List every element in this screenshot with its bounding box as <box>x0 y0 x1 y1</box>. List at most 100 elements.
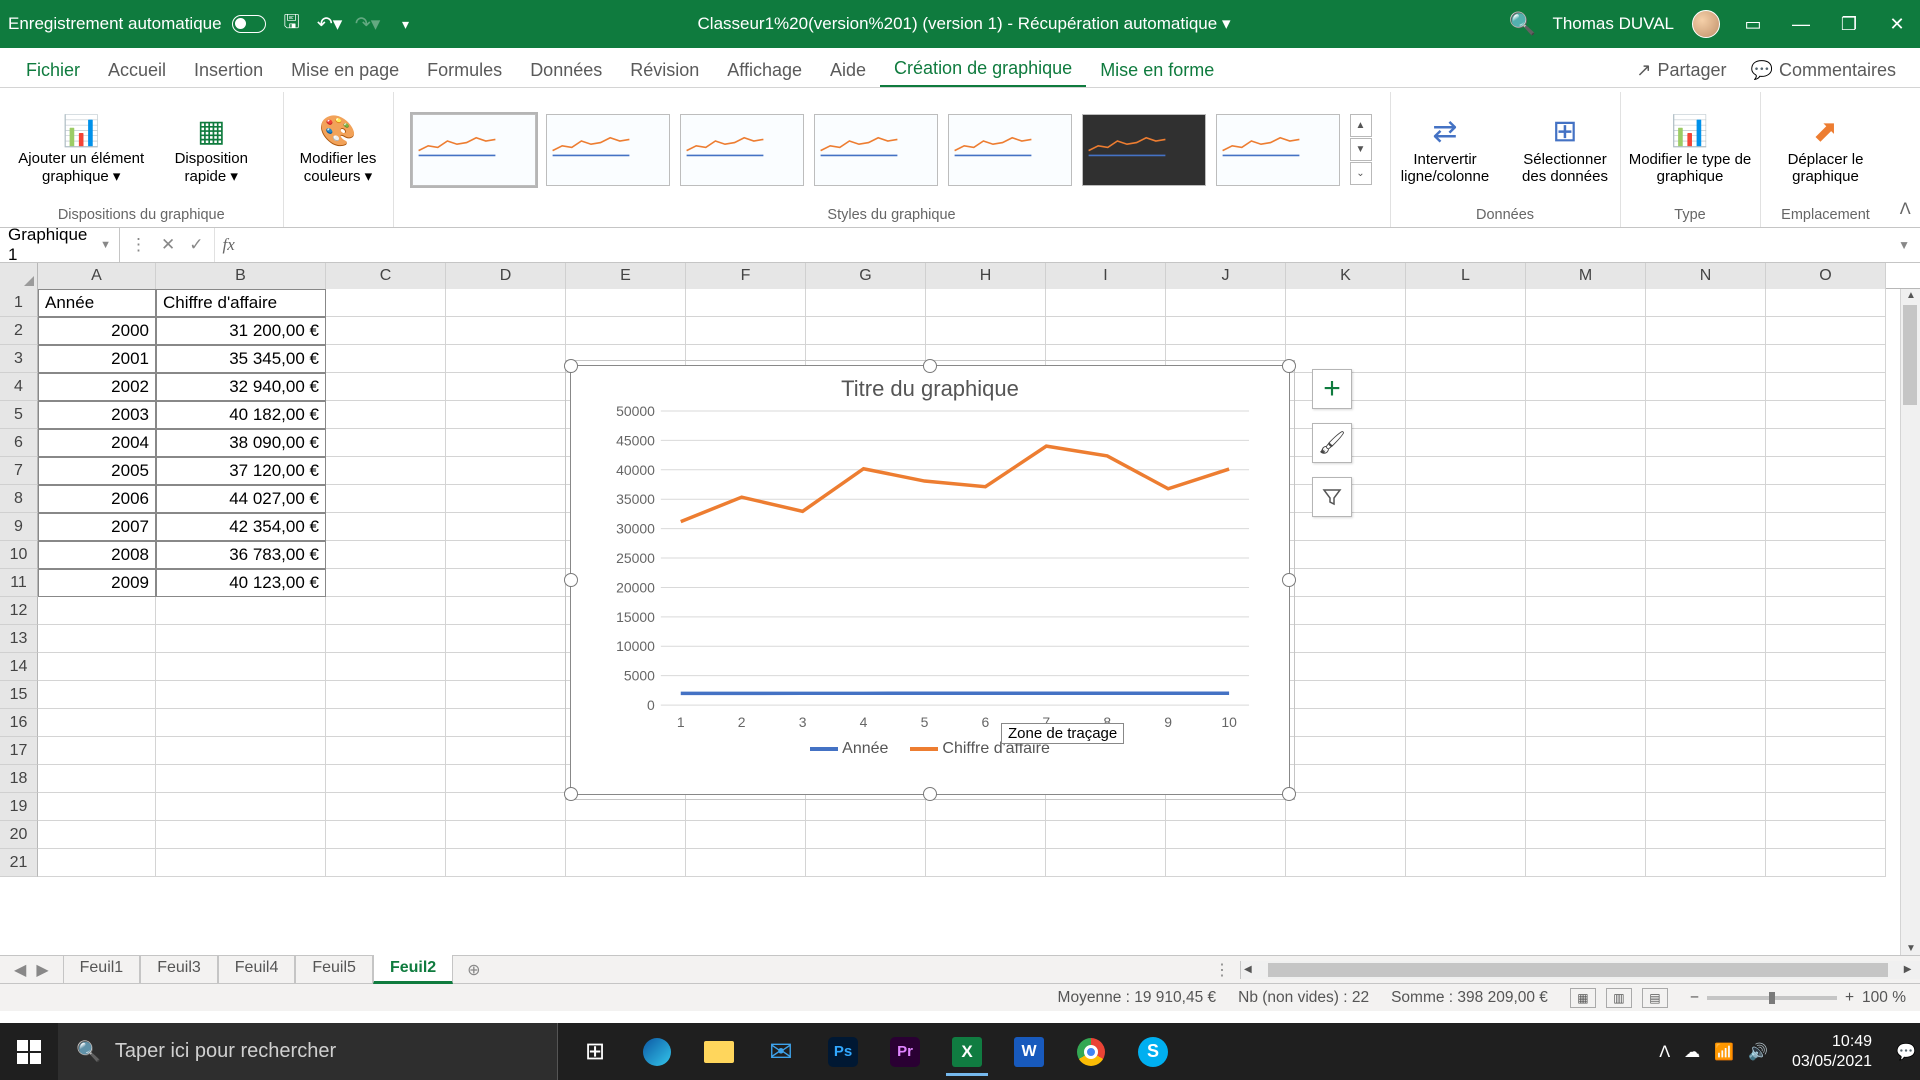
cell[interactable] <box>446 289 566 317</box>
ribbon-tab-accueil[interactable]: Accueil <box>94 52 180 87</box>
cell[interactable] <box>1526 793 1646 821</box>
cell[interactable] <box>566 793 686 821</box>
cell[interactable] <box>1526 429 1646 457</box>
cell[interactable] <box>1286 653 1406 681</box>
cell[interactable] <box>1046 289 1166 317</box>
cell[interactable] <box>806 821 926 849</box>
cell[interactable] <box>1646 373 1766 401</box>
chart-style-thumb[interactable] <box>814 114 938 186</box>
cell[interactable] <box>1046 821 1166 849</box>
gallery-more-icon[interactable]: ⌄ <box>1350 162 1372 185</box>
cell[interactable] <box>1046 793 1166 821</box>
cell[interactable]: Chiffre d'affaire <box>156 289 326 317</box>
share-button[interactable]: ↗ Partager <box>1624 54 1738 87</box>
cell[interactable] <box>1286 765 1406 793</box>
cell[interactable] <box>1406 429 1526 457</box>
row-header-3[interactable]: 3 <box>0 345 38 373</box>
cell[interactable] <box>446 317 566 345</box>
chart-styles-gallery[interactable]: ▲▼⌄ <box>404 96 1380 203</box>
cell[interactable] <box>1166 317 1286 345</box>
cell[interactable] <box>1526 597 1646 625</box>
cell[interactable] <box>326 345 446 373</box>
cell[interactable] <box>156 625 326 653</box>
cell[interactable] <box>1766 541 1886 569</box>
col-header-E[interactable]: E <box>566 263 686 289</box>
cell[interactable] <box>1646 821 1766 849</box>
ribbon-display-icon[interactable]: ▭ <box>1738 9 1768 39</box>
cell[interactable] <box>1286 849 1406 877</box>
vertical-scrollbar[interactable]: ▲ ▼ <box>1900 289 1920 955</box>
cell[interactable] <box>1406 597 1526 625</box>
chart-elements-button[interactable]: + <box>1312 369 1352 409</box>
formula-input[interactable] <box>243 228 1888 262</box>
cell[interactable] <box>1646 793 1766 821</box>
cell[interactable] <box>326 457 446 485</box>
sheet-nav-prev-icon[interactable]: ◀ <box>14 960 26 980</box>
cell[interactable] <box>326 793 446 821</box>
cell[interactable] <box>1526 821 1646 849</box>
row-header-8[interactable]: 8 <box>0 485 38 513</box>
taskbar-clock[interactable]: 10:49 03/05/2021 <box>1782 1032 1882 1070</box>
cell[interactable] <box>1646 429 1766 457</box>
photoshop-icon[interactable]: Ps <box>814 1028 872 1076</box>
premiere-icon[interactable]: Pr <box>876 1028 934 1076</box>
cell[interactable] <box>1286 737 1406 765</box>
cell[interactable] <box>1766 765 1886 793</box>
cell[interactable] <box>1646 849 1766 877</box>
cell[interactable] <box>326 709 446 737</box>
row-header-7[interactable]: 7 <box>0 457 38 485</box>
cell[interactable] <box>1646 653 1766 681</box>
cell[interactable] <box>1166 793 1286 821</box>
cell[interactable] <box>1766 373 1886 401</box>
cell[interactable]: 2007 <box>38 513 156 541</box>
cell[interactable] <box>1766 597 1886 625</box>
cell[interactable] <box>686 317 806 345</box>
col-header-N[interactable]: N <box>1646 263 1766 289</box>
cell[interactable] <box>326 765 446 793</box>
cell[interactable] <box>1646 625 1766 653</box>
hscroll-right-icon[interactable]: ▶ <box>1904 964 1915 975</box>
save-icon[interactable]: 🖫 <box>280 12 304 36</box>
resize-handle[interactable] <box>923 359 937 373</box>
cell[interactable] <box>806 289 926 317</box>
cell[interactable] <box>1646 485 1766 513</box>
resize-handle[interactable] <box>564 573 578 587</box>
cell[interactable] <box>1646 597 1766 625</box>
ribbon-tab-insertion[interactable]: Insertion <box>180 52 277 87</box>
cell[interactable] <box>566 317 686 345</box>
autosave-toggle[interactable]: Enregistrement automatique <box>8 14 266 34</box>
task-view-icon[interactable]: ⊞ <box>566 1028 624 1076</box>
cell[interactable] <box>446 345 566 373</box>
cell[interactable] <box>326 821 446 849</box>
cell[interactable] <box>326 513 446 541</box>
cell[interactable] <box>326 373 446 401</box>
col-header-G[interactable]: G <box>806 263 926 289</box>
cell[interactable] <box>1526 849 1646 877</box>
cell[interactable] <box>806 317 926 345</box>
edge-icon[interactable] <box>628 1028 686 1076</box>
cell[interactable] <box>1406 317 1526 345</box>
cell[interactable] <box>38 737 156 765</box>
cell[interactable] <box>1406 485 1526 513</box>
ribbon-tab-affichage[interactable]: Affichage <box>713 52 816 87</box>
fx-options-icon[interactable]: ⋮ <box>130 235 147 255</box>
user-name[interactable]: Thomas DUVAL <box>1552 14 1674 34</box>
cell[interactable] <box>1526 289 1646 317</box>
cell[interactable] <box>1286 597 1406 625</box>
sheet-tab-feuil1[interactable]: Feuil1 <box>63 955 141 984</box>
move-chart-button[interactable]: ⬈ Déplacer le graphique <box>1766 115 1886 185</box>
maximize-icon[interactable]: ❐ <box>1834 9 1864 39</box>
row-header-1[interactable]: 1 <box>0 289 38 317</box>
cell[interactable]: 2005 <box>38 457 156 485</box>
sheet-tab-feuil3[interactable]: Feuil3 <box>140 955 218 984</box>
cell[interactable] <box>38 681 156 709</box>
cell[interactable]: 31 200,00 € <box>156 317 326 345</box>
cell[interactable] <box>446 429 566 457</box>
minimize-icon[interactable]: — <box>1786 9 1816 39</box>
word-icon[interactable]: W <box>1000 1028 1058 1076</box>
ribbon-tab-aide[interactable]: Aide <box>816 52 880 87</box>
chrome-icon[interactable] <box>1062 1028 1120 1076</box>
cell[interactable] <box>1406 625 1526 653</box>
cell[interactable] <box>1766 345 1886 373</box>
cell[interactable]: 2003 <box>38 401 156 429</box>
